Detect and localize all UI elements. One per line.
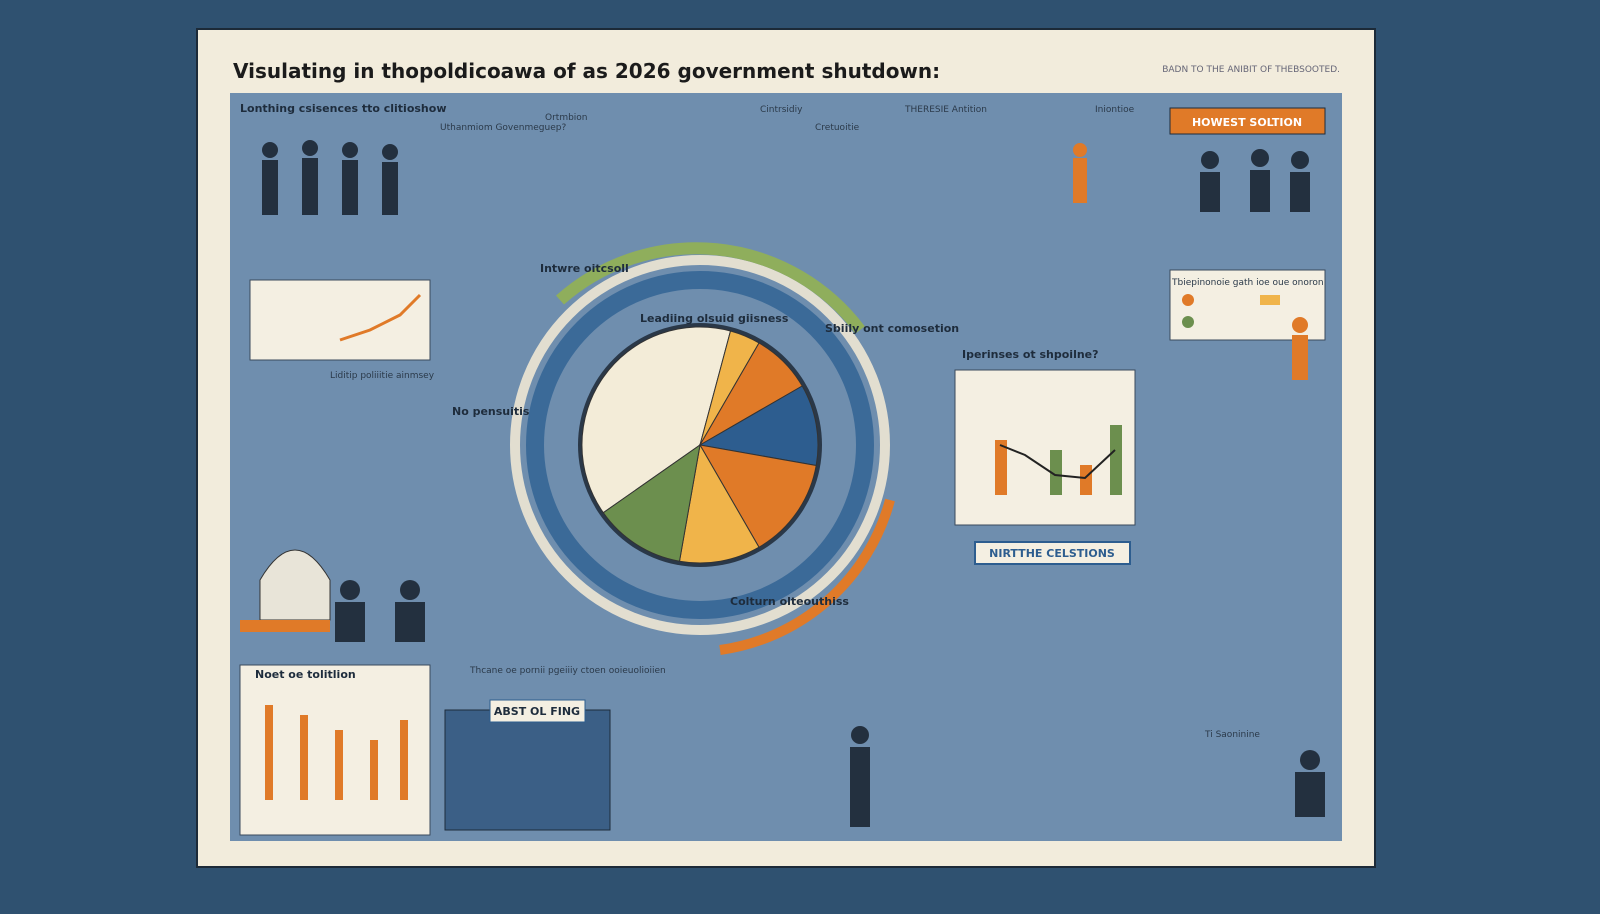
figure-part (400, 580, 420, 600)
bar (1080, 465, 1092, 495)
bar (265, 705, 273, 800)
bar (995, 440, 1007, 495)
ring (510, 255, 890, 635)
label: Liditip poliiitie ainmsey (330, 371, 435, 381)
label: Colturn olteouthiss (730, 595, 849, 608)
bar (300, 715, 308, 800)
pie (581, 326, 819, 564)
bar (400, 720, 408, 800)
figure-part (382, 162, 398, 215)
label: THERESIE Antition (904, 105, 987, 115)
label: Uthanmiom Govenmeguep? (440, 123, 566, 133)
ring (526, 271, 874, 619)
figure-part (342, 142, 358, 158)
badge (974, 541, 1131, 565)
label: Iperinses ot shpoilne? (962, 348, 1099, 361)
bars (265, 705, 408, 800)
figure-part (1250, 170, 1270, 212)
label: Ortmbion (545, 113, 588, 123)
figure-part (342, 160, 358, 215)
figure-part (1292, 317, 1308, 333)
pie-slice (602, 443, 701, 562)
figure-part (1295, 772, 1325, 817)
trend-line (999, 444, 1116, 480)
banner (240, 620, 330, 632)
label: Tbiepinonoie gath ioe oue onoron (1171, 278, 1324, 288)
bars (995, 425, 1122, 495)
label: Noet oe tolitlion (255, 668, 356, 681)
pie-slice (698, 385, 819, 467)
pie-slice (699, 444, 817, 548)
legend-swatch (1260, 295, 1280, 305)
figure-part (382, 144, 398, 160)
label: No pensuitis (452, 405, 530, 418)
arc-arrow (719, 498, 895, 655)
figure-part (1251, 149, 1269, 167)
figure-part (1073, 158, 1087, 203)
label: Intwre oitcsoll (540, 262, 629, 275)
label: Thcane oe pornii pgeiiiy ctoen ooieuolio… (469, 666, 666, 676)
badge-label: NIRTTHE CELSTIONS (989, 547, 1115, 560)
figure-part (262, 142, 278, 158)
label: Lonthing csisences tto clitioshow (240, 102, 446, 115)
figure-part (262, 160, 278, 215)
figure-part (1290, 172, 1310, 212)
label: Leadiing olsuid giisness (640, 312, 789, 325)
badge-label: HOWEST SOLTION (1192, 116, 1302, 129)
figure-part (1200, 172, 1220, 212)
legend-dot (1182, 294, 1194, 306)
bar (335, 730, 343, 800)
chart-box (249, 279, 431, 361)
arc-arrow (556, 242, 865, 334)
label: Sbiily ont comosetion (825, 322, 959, 335)
people (1073, 143, 1308, 380)
legend-dot (1182, 316, 1194, 328)
figure-part (1292, 335, 1308, 380)
figure-part (335, 602, 365, 642)
trend-line (339, 293, 422, 342)
capitol (259, 549, 331, 621)
labels: Lonthing csisences tto clitioshow Uthanm… (240, 102, 1324, 740)
label: Ti Saoninine (1204, 730, 1260, 740)
bar (1110, 425, 1122, 495)
badge (1169, 107, 1326, 135)
pie-slice (678, 443, 760, 564)
label: Iniontioe (1095, 105, 1135, 115)
badge (489, 699, 586, 723)
screen (444, 709, 611, 831)
figure-part (1291, 151, 1309, 169)
figure-part (1201, 151, 1219, 169)
title: Visulating in thopoldicoawa of as 2026 g… (233, 59, 940, 83)
label: Cretuoitie (815, 123, 860, 133)
subtitle: BADN TO THE ANIBIT OF THEBSOOTED. (1162, 65, 1340, 75)
bar (370, 740, 378, 800)
figure-part (1073, 143, 1087, 157)
figure-part (340, 580, 360, 600)
figure-part (395, 602, 425, 642)
label: Cintrsidiy (760, 105, 803, 115)
figure-part (1300, 750, 1320, 770)
figure-part (302, 140, 318, 156)
pie-slice (581, 326, 732, 514)
figure-part (851, 726, 869, 744)
bar (1050, 450, 1062, 495)
figure-part (302, 158, 318, 215)
chart-box (954, 369, 1136, 526)
badge-label: ABST OL FING (494, 705, 580, 718)
people (262, 140, 1325, 827)
figure-part (850, 747, 870, 827)
